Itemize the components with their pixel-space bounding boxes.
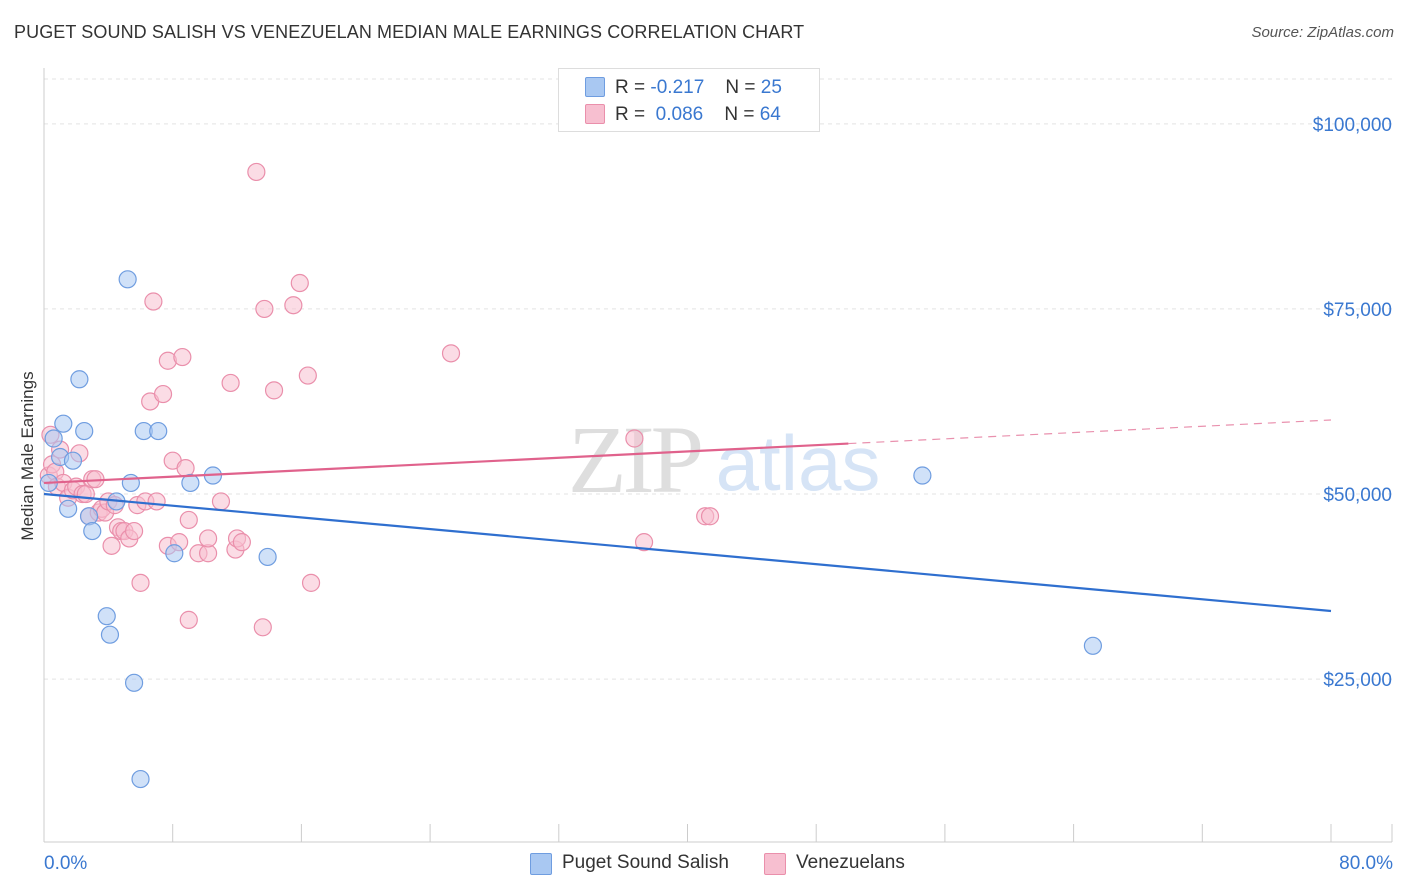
puget-point — [83, 521, 102, 541]
venezuelan-point — [264, 381, 284, 400]
venezuelan-point — [153, 384, 173, 404]
puget-point — [258, 547, 277, 567]
legend-n-value: 64 — [759, 104, 781, 125]
venezuelan-point — [198, 529, 218, 548]
x-tick-label: 80.0% — [1339, 853, 1393, 874]
venezuelan-point — [131, 573, 150, 592]
puget-point — [118, 270, 137, 289]
y-tick-label: $100,000 — [1313, 115, 1392, 136]
puget-point — [70, 370, 89, 389]
legend-swatch-pink — [585, 104, 605, 124]
venezuelan-point — [625, 429, 644, 448]
watermark-zip: ZIP — [568, 406, 701, 513]
venezuelan-point — [144, 292, 163, 311]
venezuelan-point — [221, 373, 240, 393]
puget-point — [44, 429, 63, 448]
trend-lines — [43, 419, 1332, 613]
tick-labels: $25,000 $50,000 $75,000 $100,000 0.0% 80.0% — [44, 115, 1393, 874]
venezuelan-point — [253, 618, 272, 637]
puget-point — [97, 607, 116, 626]
y-tick-label: $50,000 — [1323, 485, 1392, 506]
series-swatch-blue — [530, 853, 552, 875]
legend-r-value: -0.217 — [650, 77, 705, 98]
series-legend: Puget Sound Salish Venezuelans — [0, 852, 1406, 878]
venezuelan-trend-extension — [848, 419, 1332, 445]
venezuelan-point — [211, 492, 231, 511]
puget-point — [181, 473, 200, 493]
puget-point — [75, 421, 94, 441]
source-label: Source: ZipAtlas.com — [1251, 24, 1394, 41]
venezuelan-point — [298, 366, 317, 385]
legend-r-label: R = — [615, 77, 646, 98]
puget-point — [121, 473, 140, 493]
legend-n-label: N = — [725, 77, 756, 98]
series-label-puget: Puget Sound Salish — [562, 852, 729, 873]
chart-title: PUGET SOUND SALISH VS VENEZUELAN MEDIAN … — [14, 22, 805, 42]
y-tick-label: $25,000 — [1323, 670, 1392, 691]
venezuelan-point — [255, 299, 274, 319]
puget-point — [165, 544, 184, 563]
series-swatch-pink — [764, 853, 786, 875]
venezuelan-point — [179, 610, 198, 629]
venezuelan-point — [441, 344, 461, 363]
watermark: ZIP atlas — [568, 406, 880, 513]
puget-point — [59, 499, 78, 518]
puget-point — [913, 466, 932, 485]
series-label-venezuelans: Venezuelans — [796, 852, 905, 873]
venezuelan-point — [147, 492, 166, 511]
legend-n-value: 25 — [760, 77, 782, 98]
puget-point — [79, 507, 99, 526]
puget-point — [124, 673, 144, 692]
watermark-atlas: atlas — [716, 419, 881, 507]
legend-r-value: 0.086 — [655, 104, 704, 125]
venezuelan-point — [301, 573, 321, 592]
puget-point — [54, 414, 73, 433]
venezuelan-point — [179, 510, 198, 530]
correlation-legend: R = -0.217 N = 25 R = 0.086 N = 64 — [558, 68, 820, 132]
x-tick-label: 0.0% — [44, 853, 87, 874]
puget-point — [131, 769, 150, 789]
puget-point — [100, 625, 120, 644]
puget-point — [1083, 636, 1103, 655]
venezuelan-point — [700, 507, 720, 526]
grid-lines — [44, 78, 1392, 680]
venezuelan-point — [247, 162, 266, 182]
venezuelan-point — [173, 347, 192, 367]
legend-swatch-blue — [585, 77, 605, 97]
axes — [43, 68, 1393, 843]
puget-point — [63, 451, 83, 470]
y-tick-label: $75,000 — [1323, 300, 1392, 321]
venezuelan-point — [634, 533, 654, 552]
legend-n-label: N = — [724, 104, 755, 125]
venezuelan-trend-line — [43, 442, 849, 485]
venezuelan-point — [232, 533, 251, 552]
venezuelan-point — [124, 521, 144, 541]
venezuelan-point — [102, 536, 121, 555]
data-points — [39, 162, 1103, 789]
venezuelan-point — [284, 296, 303, 315]
puget-trend-line — [43, 492, 1332, 613]
puget-point — [149, 421, 168, 441]
venezuelan-point — [290, 273, 309, 293]
legend-r-label: R = — [615, 104, 646, 125]
